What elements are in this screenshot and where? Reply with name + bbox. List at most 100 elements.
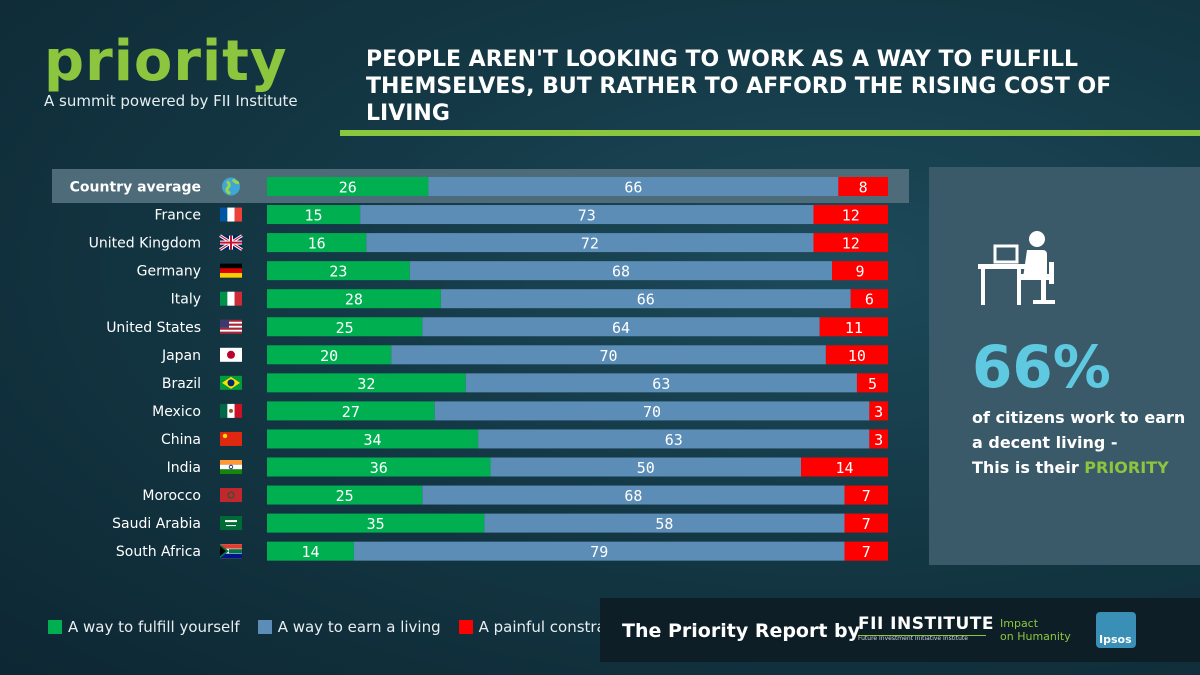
report-label: The Priority Report by [622,620,861,642]
india-flag-icon [220,460,242,474]
data-label: 12 [842,235,860,253]
bar-segment [844,541,888,561]
data-label: 63 [665,431,683,449]
mexico-flag-icon [220,403,242,418]
category-label: France [154,208,201,224]
category-label: South Africa [116,544,201,560]
data-label: 50 [637,459,655,477]
key-stat-accent: PRIORITY [1084,458,1169,477]
data-label: 68 [612,263,630,281]
ipsos-wordmark: Ipsos [1099,633,1132,646]
data-label: 64 [612,319,630,337]
chart-legend: A way to fulfill yourself A way to earn … [48,618,643,636]
data-label: 66 [637,291,655,309]
bar-segment [478,429,870,449]
title-underline [340,130,1200,136]
category-label: Germany [137,264,201,280]
data-label: 34 [364,431,382,449]
category-label: United Kingdom [89,236,201,252]
data-label: 36 [370,459,388,477]
data-label: 6 [865,291,874,309]
data-label: 7 [862,515,871,533]
bar-segment [484,513,845,533]
south-africa-flag-icon [220,544,242,559]
category-label: Mexico [152,404,201,420]
italy-flag-icon [220,291,242,306]
legend-item-fulfill: A way to fulfill yourself [48,618,240,636]
data-label: 11 [845,319,863,337]
bar-segment [267,485,423,505]
bar-segment [267,457,491,477]
bar-segment [813,205,888,225]
data-label: 27 [342,403,360,421]
bar-segment [422,317,820,337]
bar-segment [267,177,429,196]
bar-segment [813,233,888,253]
data-label: 66 [624,179,642,197]
data-label: 7 [862,543,871,561]
legend-label: A way to fulfill yourself [68,618,240,636]
legend-item-constraint: A painful constraint [458,618,626,636]
data-label: 10 [848,347,866,365]
data-label: 25 [336,487,354,505]
data-label: 7 [862,487,871,505]
bar-segment [267,233,367,253]
bar-segment [490,457,802,477]
bar-segment [391,345,826,365]
bar-segment [267,401,435,421]
brazil-flag-icon [220,375,242,390]
bar-segment [267,289,441,309]
saudi-arabia-flag-icon [220,516,242,531]
bar-segment [856,373,888,393]
data-label: 70 [643,403,661,421]
japan-flag-icon [220,347,242,362]
data-label: 5 [868,375,877,393]
data-label: 3 [874,431,883,449]
bar-segment [409,261,833,281]
data-label: 70 [600,347,618,365]
data-label: 14 [835,459,853,477]
bar-segment [465,373,857,393]
bar-segment [267,429,479,449]
data-label: 79 [590,543,608,561]
category-label: Country average [70,180,201,196]
bar-segment [844,513,888,533]
bar-segment [869,401,888,421]
bar-segment [838,177,888,196]
united-kingdom-flag-icon [219,234,243,251]
data-label: 9 [856,263,865,281]
legend-label: A painful constraint [478,618,626,636]
category-label: India [167,460,201,476]
germany-flag-icon [220,263,242,278]
category-label: Japan [161,348,201,364]
france-flag-icon [220,207,242,222]
bar-segment [844,485,888,505]
bar-segment [267,261,410,281]
bar-segment [440,289,851,309]
data-label: 15 [305,207,323,225]
bar-segment [819,317,888,337]
data-label: 14 [301,543,319,561]
bar-segment [360,205,814,225]
bar-segment [267,513,485,533]
key-stat-panel [929,167,1200,565]
data-label: 20 [320,347,338,365]
category-label: Morocco [142,488,201,504]
bar-segment [825,345,888,365]
key-stat-line: of citizens work to earn a decent living… [972,408,1186,452]
data-label: 26 [339,179,357,197]
category-label: China [161,432,201,448]
data-label: 73 [578,207,596,225]
bar-segment [366,233,814,253]
data-label: 72 [581,235,599,253]
fii-name: FII INSTITUTE [858,614,995,634]
ipsos-logo: Ipsos [1096,612,1136,648]
bar-segment [850,289,888,309]
impact-tagline: Impact on Humanity [1000,617,1071,643]
bar-segment [832,261,888,281]
bar-segment [267,373,466,393]
china-flag-icon [220,431,242,446]
fii-institute-logo: FII INSTITUTE Future Investment Initiati… [858,614,994,642]
logo-wordmark: priority [44,29,288,94]
